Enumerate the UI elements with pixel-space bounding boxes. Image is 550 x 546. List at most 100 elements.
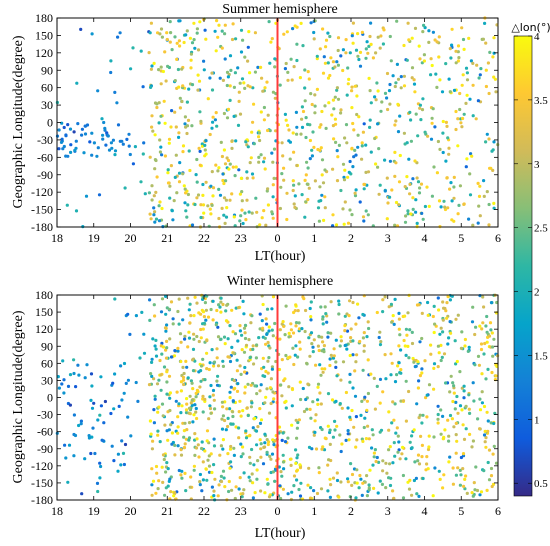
- data-point: [166, 467, 170, 471]
- data-point: [421, 30, 425, 34]
- data-point: [198, 163, 202, 167]
- data-point: [165, 339, 169, 343]
- data-point: [152, 61, 156, 65]
- data-point: [403, 220, 408, 224]
- data-point: [446, 418, 450, 422]
- data-point: [195, 27, 199, 31]
- data-point: [177, 39, 181, 43]
- data-point: [323, 195, 327, 199]
- data-point: [217, 216, 221, 221]
- data-point: [243, 55, 247, 59]
- data-point: [328, 430, 332, 435]
- data-point: [240, 199, 244, 203]
- data-point: [79, 27, 83, 31]
- data-point: [199, 364, 204, 368]
- data-point: [150, 357, 154, 361]
- data-point: [101, 137, 105, 141]
- data-point: [241, 445, 245, 449]
- data-point: [492, 337, 496, 341]
- data-point: [464, 165, 468, 169]
- data-point: [345, 93, 349, 97]
- data-point: [239, 28, 244, 32]
- data-point: [138, 356, 142, 360]
- data-point: [166, 484, 170, 488]
- data-point: [487, 202, 491, 207]
- data-point: [285, 191, 289, 195]
- data-point: [348, 495, 352, 499]
- data-point: [244, 218, 248, 222]
- data-point: [211, 194, 215, 198]
- data-point: [80, 133, 84, 137]
- data-point: [272, 176, 276, 180]
- data-point: [134, 314, 138, 318]
- data-point: [411, 177, 415, 181]
- data-point: [486, 429, 490, 433]
- data-point: [123, 186, 127, 190]
- data-point: [331, 224, 335, 228]
- data-point: [477, 204, 481, 208]
- data-point: [442, 352, 447, 356]
- data-point: [225, 407, 229, 411]
- data-point: [296, 453, 300, 457]
- data-point: [205, 439, 209, 443]
- data-point: [271, 90, 275, 94]
- data-point: [270, 37, 274, 41]
- data-point: [441, 330, 445, 334]
- data-point: [388, 195, 392, 199]
- data-point: [432, 165, 436, 169]
- data-point: [169, 125, 173, 129]
- data-point: [74, 385, 78, 389]
- data-point: [277, 367, 282, 372]
- data-point: [191, 369, 196, 373]
- data-point: [210, 88, 215, 92]
- data-point: [263, 441, 267, 445]
- data-point: [273, 96, 277, 100]
- data-point: [480, 372, 484, 376]
- data-point: [217, 166, 221, 170]
- data-point: [171, 317, 175, 321]
- data-point: [299, 132, 303, 136]
- data-point: [353, 148, 357, 152]
- data-point: [445, 316, 449, 320]
- data-point: [195, 157, 199, 162]
- data-point: [281, 460, 286, 464]
- data-point: [226, 424, 230, 429]
- data-point: [204, 139, 208, 143]
- data-point: [199, 369, 203, 373]
- data-point: [441, 150, 445, 155]
- data-point: [491, 148, 495, 152]
- data-point: [197, 79, 202, 83]
- data-point: [177, 468, 181, 473]
- data-point: [311, 345, 315, 349]
- data-point: [66, 123, 70, 127]
- data-point: [287, 331, 291, 335]
- data-point: [320, 427, 324, 432]
- data-point: [357, 115, 361, 119]
- data-point: [242, 350, 247, 354]
- data-point: [153, 167, 157, 171]
- data-point: [257, 135, 261, 139]
- data-point: [218, 305, 222, 309]
- data-point: [191, 387, 195, 391]
- data-point: [164, 294, 168, 298]
- data-point: [218, 453, 222, 457]
- data-point: [83, 376, 87, 380]
- data-point: [189, 314, 193, 318]
- data-point: [186, 296, 190, 300]
- data-point: [351, 353, 355, 357]
- data-point: [329, 331, 333, 335]
- y-tick-label: -60: [37, 150, 53, 164]
- data-point: [173, 453, 177, 457]
- data-point: [402, 74, 406, 78]
- data-point: [154, 190, 158, 194]
- data-point: [468, 172, 472, 176]
- data-point: [203, 143, 207, 147]
- data-point: [248, 161, 252, 165]
- data-point: [226, 337, 230, 341]
- data-point: [234, 306, 238, 310]
- data-point: [318, 185, 322, 189]
- data-point: [263, 336, 267, 340]
- data-point: [304, 200, 308, 204]
- data-point: [348, 372, 352, 376]
- data-point: [450, 417, 454, 421]
